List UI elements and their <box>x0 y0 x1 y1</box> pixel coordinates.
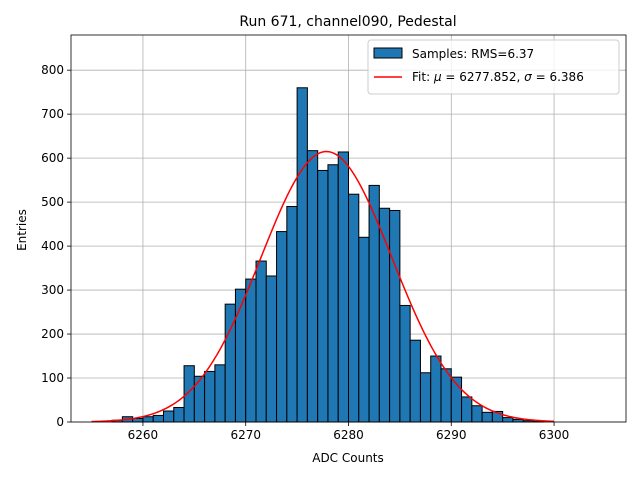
legend: Samples: RMS=6.37 Fit: μ = 6277.852, σ =… <box>367 39 620 95</box>
y-tick-label: 400 <box>41 239 64 253</box>
axis-ticks: 6260 6270 6280 6290 6300 0 100 200 300 400 500 600 7… <box>41 63 569 442</box>
histogram-bar <box>152 414 165 423</box>
y-tick-label: 200 <box>41 327 64 341</box>
histogram-bar <box>481 411 493 423</box>
histogram-bar <box>193 375 206 423</box>
fit-curve <box>91 150 555 423</box>
legend-fit-label: Fit: μ = 6277.852, σ = 6.386 <box>412 70 584 84</box>
x-tick-label: 6290 <box>436 428 467 442</box>
histogram-bar <box>502 417 514 423</box>
histogram-bar <box>337 151 350 423</box>
histogram-bar <box>214 364 226 423</box>
y-tick-label: 0 <box>56 415 64 429</box>
histogram-bar <box>163 410 175 423</box>
histogram-bar <box>389 209 401 423</box>
histogram-bar <box>234 288 247 423</box>
histogram-bar <box>204 370 216 423</box>
y-tick-label: 100 <box>41 371 64 385</box>
histogram-bar <box>255 260 267 423</box>
legend-box <box>367 39 620 95</box>
histogram-bar <box>317 169 329 423</box>
x-tick-label: 6280 <box>333 428 364 442</box>
histogram-bar <box>430 355 442 423</box>
legend-histogram-label: Samples: RMS=6.37 <box>412 47 534 61</box>
x-tick-label: 6300 <box>539 428 570 442</box>
histogram-bar <box>409 339 421 423</box>
y-tick-label: 600 <box>41 151 64 165</box>
histogram-bar <box>286 206 298 423</box>
y-tick-label: 300 <box>41 283 64 297</box>
y-tick-label: 700 <box>41 107 64 121</box>
x-axis-label: ADC Counts <box>312 451 384 465</box>
histogram-bar <box>327 164 339 423</box>
chart-title: Run 671, channel090, Pedestal <box>239 14 456 30</box>
histogram-bar <box>245 278 257 423</box>
y-tick-label: 500 <box>41 195 64 209</box>
x-tick-label: 6270 <box>230 428 261 442</box>
histogram-bars <box>111 87 545 423</box>
histogram-bar <box>276 231 288 423</box>
histogram-bar <box>461 396 473 423</box>
histogram-bar <box>173 406 185 423</box>
histogram-bar <box>419 372 432 423</box>
histogram-bar <box>348 193 360 423</box>
histogram-bar <box>142 416 154 423</box>
histogram-bar <box>265 275 278 423</box>
histogram-bar <box>296 87 308 423</box>
x-tick-label: 6260 <box>128 428 159 442</box>
legend-histogram-swatch <box>373 47 403 59</box>
histogram-bar <box>368 184 380 423</box>
histogram-bar <box>358 236 370 423</box>
histogram-bar <box>471 405 483 423</box>
histogram-bar <box>183 365 195 423</box>
histogram-bar <box>306 150 319 423</box>
histogram-bar <box>399 304 411 423</box>
y-tick-label: 800 <box>41 63 64 77</box>
y-axis-label: Entries <box>15 209 29 251</box>
